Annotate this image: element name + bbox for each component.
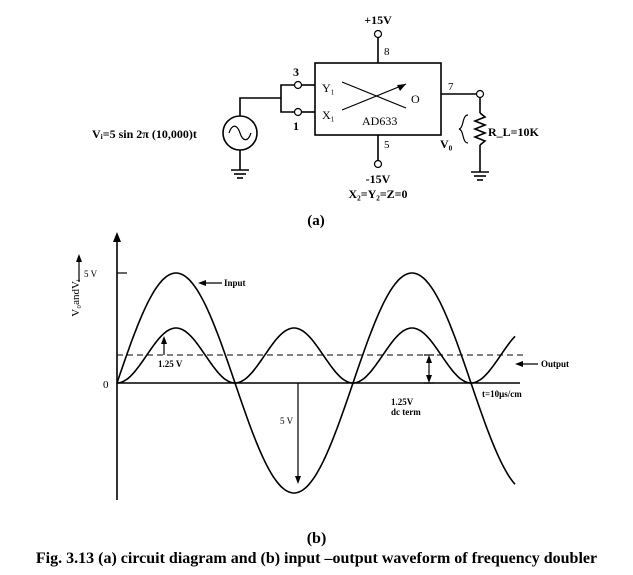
pin-y1-number: 3 [293,65,299,79]
supply-positive-label: +15V [364,13,392,27]
output-arrow-icon [515,361,523,367]
trough-arrow-icon [295,476,301,484]
supply-negative-label: -15V [366,172,391,186]
input-tie-wire [280,84,294,113]
pin-vpos-number: 8 [384,46,390,58]
y-axis-arrow-icon [113,232,121,242]
pin-y1-label: Y₁ [322,81,335,95]
time-scale-label: t=10μs/cm [482,389,522,399]
grounded-inputs-label: X₂=Y₂=Z=0 [348,187,407,201]
supply-positive-terminal [373,29,383,39]
output-wave-label: Output [541,359,569,369]
multiplier-cross-line-2 [341,83,407,111]
output-terminal [475,89,485,99]
circuit-sub-caption: (a) [307,213,325,229]
chip-name: AD633 [362,114,397,128]
dc-term-text-label: dc term [391,407,421,417]
origin-label: 0 [103,379,109,391]
load-resistor-icon [472,112,488,146]
pin-y1-terminal [293,80,303,90]
source-top-wire [239,97,281,116]
input-wave-label: Input [224,278,246,288]
y-axis-label: V₀andVᵢ [70,279,82,317]
sine-wave-icon [228,125,252,141]
pin-vneg-number: 5 [384,139,390,151]
output-voltage-label: V₀ [440,137,453,151]
waveform-sub-caption: (b) [306,530,327,547]
waveform-plot: V₀andVᵢ 0 5 V Input Output 1.25 V 5 V [70,232,569,500]
pin-x1-terminal [293,107,303,117]
dc-term-arrow-icon [426,375,432,383]
ripple-arrow-icon [161,336,167,344]
peak-voltage-label: 5 V [84,269,98,279]
pin-x1-label: X₁ [322,108,335,122]
ground-icon [231,169,249,179]
multiplier-cross-line-1 [341,81,407,109]
figure-caption: Fig. 3.13 (a) circuit diagram and (b) in… [35,550,598,567]
circuit-diagram: +15V 8 Y₁ X₁ O AD633 3 1 Vᵢ=5 sin [92,13,540,229]
y-label-arrow-icon [76,254,82,262]
pin-x1-number: 1 [293,119,299,133]
multiplier-arrow-head [397,84,406,91]
supply-negative-terminal [373,159,383,169]
output-waveform [116,327,516,384]
pin-out-number: 7 [448,81,454,93]
input-arrow-icon [198,280,206,286]
dc-term-value-label: 1.25V [391,397,414,407]
output-ground-icon [471,171,489,181]
output-voltage-brace [458,114,469,144]
trough-voltage-label: 5 V [280,416,294,426]
ripple-amplitude-label: 1.25 V [158,359,183,369]
input-signal-label: Vᵢ=5 sin 2π (10,000)t [92,127,197,141]
input-waveform [116,272,516,494]
load-resistance-label: R_L=10K [488,125,540,139]
output-pin-label: O [411,92,420,106]
